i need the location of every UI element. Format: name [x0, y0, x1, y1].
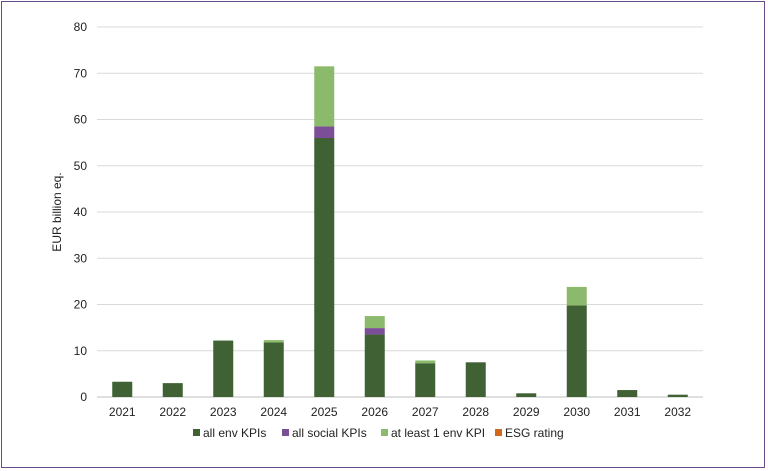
- legend-swatch: [193, 429, 200, 436]
- bar-segment: [465, 362, 486, 397]
- bar-segment: [566, 286, 587, 306]
- legend-label: all social KPIs: [292, 426, 367, 440]
- gridlines: [97, 26, 703, 398]
- y-tick-label: 0: [80, 390, 87, 404]
- y-tick-label: 70: [74, 66, 88, 80]
- legend-swatch: [282, 429, 289, 436]
- x-tick-label: 2030: [563, 405, 590, 419]
- x-tick-label: 2024: [260, 405, 287, 419]
- bars-layer: [112, 66, 688, 397]
- bar-segment: [364, 316, 385, 329]
- y-tick-labels: 0 10 20 30 40 50 60 70 80: [74, 20, 88, 404]
- legend-label: all env KPIs: [203, 426, 266, 440]
- y-axis-title: EUR billion eq.: [50, 172, 64, 251]
- x-tick-label: 2021: [109, 405, 136, 419]
- bar-segment: [364, 328, 385, 335]
- x-tick-label: 2031: [614, 405, 641, 419]
- bar-segment: [314, 138, 335, 397]
- bar-segment: [566, 305, 587, 397]
- y-tick-label: 50: [74, 159, 88, 173]
- bar-segment: [617, 390, 638, 397]
- bar-segment: [667, 394, 688, 397]
- y-tick-label: 10: [74, 344, 88, 358]
- x-tick-label: 2028: [462, 405, 489, 419]
- legend-swatch: [381, 429, 388, 436]
- x-tick-label: 2032: [664, 405, 691, 419]
- x-tick-labels: 2021 2022 2023 2024 2025 2026 2027 2028 2029 2030…: [109, 405, 692, 419]
- x-tick-label: 2026: [361, 405, 388, 419]
- bar-segment: [162, 383, 183, 397]
- x-tick-label: 2023: [210, 405, 237, 419]
- y-tick-label: 80: [74, 20, 88, 34]
- x-tick-label: 2022: [159, 405, 186, 419]
- bar-segment: [314, 126, 335, 138]
- y-tick-label: 30: [74, 251, 88, 265]
- bar-segment: [415, 363, 436, 397]
- legend-label: ESG rating: [505, 426, 564, 440]
- x-tick-label: 2025: [311, 405, 338, 419]
- bar-segment: [415, 360, 436, 364]
- y-tick-label: 40: [74, 205, 88, 219]
- legend: all env KPIs all social KPIs at least 1 en…: [193, 426, 564, 440]
- bar-segment: [314, 66, 335, 127]
- legend-swatch: [495, 429, 502, 436]
- x-tick-label: 2029: [513, 405, 540, 419]
- bar-segment: [112, 381, 133, 397]
- bar-segment: [213, 340, 234, 397]
- bar-segment: [516, 393, 537, 397]
- x-tick-label: 2027: [412, 405, 439, 419]
- y-tick-label: 60: [74, 113, 88, 127]
- legend-label: at least 1 env KPI: [391, 426, 485, 440]
- bar-segment: [263, 342, 284, 397]
- y-tick-label: 20: [74, 298, 88, 312]
- bar-segment: [364, 334, 385, 397]
- bar-segment: [263, 340, 284, 343]
